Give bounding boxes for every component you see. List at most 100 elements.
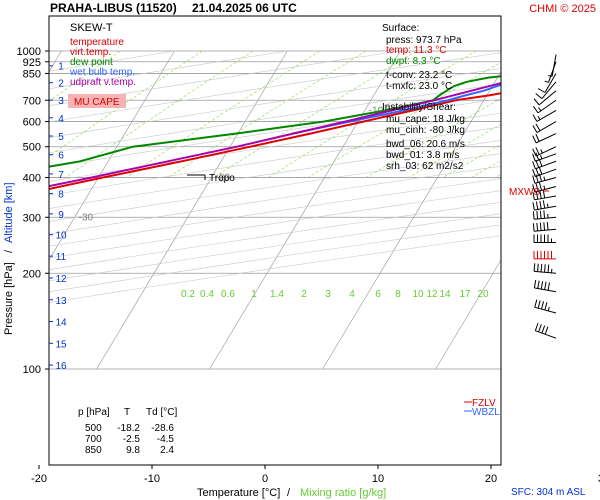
wind-barb bbox=[533, 90, 557, 106]
wind-barb bbox=[534, 322, 557, 339]
mixing-ratio-line bbox=[213, 50, 417, 178]
ylabel-pressure: Pressure [hPa] bbox=[3, 262, 15, 335]
legend-item-temperature: temperature bbox=[70, 37, 124, 48]
mixing-ratio-line bbox=[268, 50, 477, 178]
isotherm-m10 bbox=[209, 50, 401, 370]
alt-tick-label: 7 bbox=[58, 170, 64, 181]
mixing-ratio-line bbox=[442, 143, 501, 178]
wind-barb-flag bbox=[532, 106, 539, 114]
wind-barb-staff bbox=[551, 54, 557, 77]
mixing-ratio-label: 0.4 bbox=[200, 289, 214, 300]
wind-barb bbox=[532, 210, 557, 220]
mixing-ratio-label: 8 bbox=[395, 289, 401, 300]
mixing-ratio-line bbox=[495, 174, 501, 178]
wind-barb-staff bbox=[548, 61, 557, 83]
surface-temp: temp: 11.3 °C bbox=[386, 45, 447, 56]
wind-barb-half bbox=[548, 75, 553, 77]
table-row-500-p: 500 bbox=[85, 423, 102, 434]
mixing-ratio-line bbox=[553, 51, 600, 178]
instability-mucinh: mu_cinh: -80 J/kg bbox=[386, 125, 465, 136]
dry-adiabat bbox=[49, 126, 501, 196]
wind-barb bbox=[533, 279, 557, 293]
wind-barb-flag bbox=[532, 223, 535, 232]
mixing-ratio-label: 2 bbox=[301, 289, 307, 300]
wind-barb-flag bbox=[532, 114, 538, 122]
wind-barb-flag bbox=[532, 211, 535, 220]
series-udpraft-v-temp bbox=[49, 82, 501, 188]
legend: SKEW-T temperature virt.temp. dew point … bbox=[68, 22, 136, 108]
credit-label: CHMI © 2025 bbox=[529, 3, 596, 15]
wind-barb-flag bbox=[544, 264, 546, 273]
instability-bwd06: bwd_06: 20.6 m/s bbox=[386, 139, 465, 150]
wind-barb bbox=[532, 166, 557, 178]
wind-barb-flag bbox=[534, 299, 538, 308]
ylabel-altitude: Altitude [km] bbox=[3, 182, 15, 243]
wind-barb bbox=[532, 133, 557, 144]
wind-barb-staff bbox=[535, 160, 557, 170]
alt-tick-label: 14 bbox=[55, 318, 67, 329]
wind-barb-flag bbox=[532, 202, 535, 211]
alt-tick-label: 11 bbox=[56, 252, 67, 263]
wind-barb bbox=[533, 263, 557, 274]
wind-barb-staff bbox=[535, 146, 557, 157]
series-temperature bbox=[49, 92, 501, 191]
mixing-ratio-line bbox=[590, 51, 600, 178]
table-row-700-td: -4.5 bbox=[157, 434, 175, 445]
wind-barb-flag bbox=[534, 322, 539, 331]
wind-barb-flag bbox=[532, 153, 536, 162]
wind-barb-flag bbox=[533, 279, 537, 288]
wind-barb bbox=[532, 121, 557, 133]
surface-tconv: t-conv: 23.2 °C bbox=[386, 70, 452, 81]
surface-heading: Surface: bbox=[382, 23, 419, 34]
wind-barb-staff bbox=[538, 90, 557, 106]
wind-barb-flag bbox=[535, 123, 541, 132]
wind-barb-flag bbox=[539, 190, 542, 199]
dry-adiabat bbox=[49, 68, 501, 138]
wind-barb-flag bbox=[535, 167, 540, 176]
wind-barb-flag bbox=[536, 222, 539, 231]
alt-tick-label: 4 bbox=[58, 114, 64, 125]
wind-barb-flag bbox=[546, 221, 549, 231]
p-tick-label: 100 bbox=[23, 364, 41, 376]
table-row-700-p: 700 bbox=[85, 434, 102, 445]
wind-barb-flag bbox=[541, 301, 545, 310]
wind-barb-flag bbox=[535, 147, 540, 155]
mixing-ratio-label: 0.2 bbox=[181, 289, 195, 300]
wind-barb-half bbox=[540, 155, 543, 160]
wind-barb-flag bbox=[538, 182, 542, 191]
wind-barb bbox=[532, 200, 557, 211]
wind-barb-staff bbox=[544, 73, 557, 93]
wind-barb-flag bbox=[539, 210, 542, 219]
isotherm-label: -20 bbox=[215, 173, 230, 184]
p-tick-label: 400 bbox=[23, 173, 41, 185]
instability-mucape: mu_cape: 18 J/kg bbox=[386, 114, 465, 125]
legend-item-wet-bulb: wet bulb temp. bbox=[69, 67, 135, 78]
xlabel-separator: / bbox=[287, 487, 291, 499]
mixing-ratio-label: 17 bbox=[459, 289, 471, 300]
alt-tick-label: 15 bbox=[55, 339, 67, 350]
x-axis-ticks: -30-20-10010203040 bbox=[31, 465, 600, 485]
datetime-label: 21.04.2025 06 UTC bbox=[192, 1, 297, 15]
table-row-850-p: 850 bbox=[85, 445, 102, 456]
x-axis-title: Temperature [°C] / Mixing ratio [g/kg] bbox=[197, 487, 386, 499]
p-tick-label: 850 bbox=[23, 68, 41, 80]
wind-barb bbox=[544, 61, 557, 83]
surface-dwpt: dwpt: 8.3 °C bbox=[386, 56, 441, 67]
wind-barb-flag bbox=[532, 161, 536, 169]
x-tick-label: 20 bbox=[485, 473, 497, 485]
table-header-td: Td [°C] bbox=[146, 407, 177, 418]
instability-heading: Instability/Shear: bbox=[382, 102, 456, 113]
annotations: Tropo MXWS FZLV WBZL SFC: 304 m ASL bbox=[187, 173, 586, 498]
dry-adiabat bbox=[49, 213, 501, 282]
wind-barb-staff bbox=[535, 168, 557, 178]
wind-barb-half bbox=[543, 185, 546, 190]
alt-tick-label: 6 bbox=[58, 151, 64, 162]
y-axis-title: Pressure [hPa] / Altitude [km] bbox=[3, 182, 15, 335]
table-row-500-t: -18.2 bbox=[117, 423, 140, 434]
isotherm-10 bbox=[435, 259, 501, 370]
wind-barb-flag bbox=[542, 200, 546, 209]
mixing-ratio-label: 1.4 bbox=[270, 289, 284, 300]
wind-barb-flag bbox=[540, 281, 544, 290]
